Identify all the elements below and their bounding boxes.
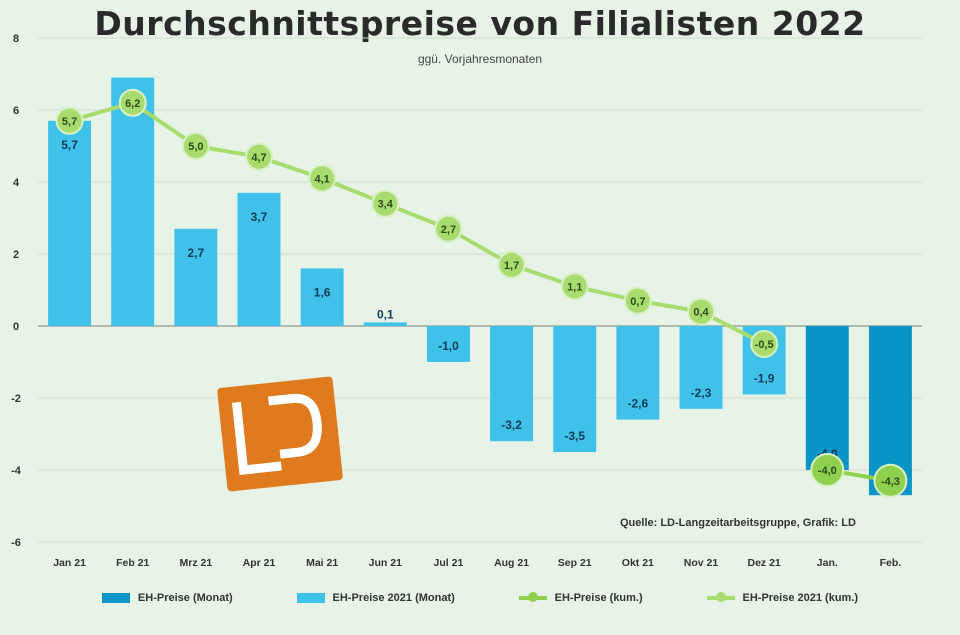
legend-item-line-2022: EH-Preise (kum.) xyxy=(518,592,643,604)
y-tick-label: 4 xyxy=(13,177,20,189)
line-value-label: 1,7 xyxy=(504,260,519,272)
line-point xyxy=(560,272,589,301)
bar xyxy=(300,268,344,326)
y-tick-label: -2 xyxy=(11,393,21,405)
bar xyxy=(426,326,470,362)
x-tick-label: Jul 21 xyxy=(434,557,464,569)
line-point xyxy=(55,106,84,135)
line-value-label: 1,1 xyxy=(567,281,582,293)
bar-value-label: 2,7 xyxy=(188,246,205,260)
x-tick-label: Mai 21 xyxy=(306,557,338,569)
y-tick-label: 2 xyxy=(13,249,19,261)
bar-value-label: -3,5 xyxy=(564,429,585,443)
bar-value-label: -1,9 xyxy=(754,371,775,385)
line-point xyxy=(118,88,147,117)
legend-label: EH-Preise (Monat) xyxy=(137,592,233,604)
bar-value-label: 1,6 xyxy=(314,285,331,299)
bar xyxy=(679,326,723,409)
bar xyxy=(553,326,597,452)
bar-value-label: -3,2 xyxy=(501,418,522,432)
bar xyxy=(48,120,92,326)
chart-legend: EH-Preise (Monat) EH-Preise 2021 (Monat)… xyxy=(0,592,960,604)
bar xyxy=(616,326,660,420)
bar-value-label: -2,3 xyxy=(691,386,712,400)
bar xyxy=(490,326,534,442)
chart-subtitle: ggü. Vorjahresmonaten xyxy=(417,52,543,66)
y-tick-label: 0 xyxy=(13,321,19,333)
x-tick-label: Apr 21 xyxy=(243,557,276,569)
legend-swatch xyxy=(706,592,735,602)
line-value-label: -4,0 xyxy=(818,465,837,477)
chart-source: Quelle: LD-Langzeitarbeitsgruppe, Grafik… xyxy=(620,517,856,529)
line-point xyxy=(810,453,845,487)
x-tick-label: Jan 21 xyxy=(53,557,86,569)
line-point xyxy=(181,132,210,160)
bar-value-label: 0,1 xyxy=(377,307,394,321)
line-value-label: -0,5 xyxy=(755,339,774,351)
legend-label: EH-Preise 2021 (Monat) xyxy=(332,592,455,604)
chart-title: Durchschnittspreise von Filialisten 2022 xyxy=(94,4,866,43)
x-tick-label: Jan. xyxy=(817,557,838,569)
y-tick-label: 6 xyxy=(13,105,19,117)
line-point xyxy=(873,463,908,498)
bar xyxy=(111,77,155,326)
line-point xyxy=(687,297,715,326)
line-value-label: 4,7 xyxy=(251,152,266,164)
x-tick-label: Nov 21 xyxy=(684,557,719,569)
line-point xyxy=(497,250,526,279)
line-value-label: 3,4 xyxy=(378,199,394,211)
legend-swatch xyxy=(101,593,130,603)
line-value-label: 5,0 xyxy=(188,141,203,153)
bar-value-label: 5,7 xyxy=(61,138,78,152)
x-tick-label: Sep 21 xyxy=(558,557,592,569)
legend-label: EH-Preise (kum.) xyxy=(554,592,643,604)
x-tick-label: Jun 21 xyxy=(369,557,402,569)
x-tick-label: Feb. xyxy=(880,557,902,569)
bar-value-label: -1,0 xyxy=(438,339,459,353)
legend-item-bar-2022: EH-Preise (Monat) xyxy=(101,592,233,604)
y-tick-label: 8 xyxy=(13,33,19,45)
line-value-label: 5,7 xyxy=(62,116,77,128)
bar xyxy=(805,326,849,470)
legend-label: EH-Preise 2021 (kum.) xyxy=(742,592,859,604)
x-tick-label: Aug 21 xyxy=(494,557,529,569)
bar xyxy=(174,228,218,326)
legend-swatch xyxy=(518,592,547,602)
legend-item-line-2021: EH-Preise 2021 (kum.) xyxy=(706,592,859,604)
line-value-label: 6,2 xyxy=(125,98,140,110)
chart-plot: -6 -4 -2 0 2 4 6 8 Jan 21 Feb 21 Mrz 21 Apr 21 Mai 2… xyxy=(11,33,922,569)
bar-value-label: 3,7 xyxy=(251,210,268,224)
bar xyxy=(363,322,407,326)
line-value-label: 0,7 xyxy=(630,296,645,308)
series-line xyxy=(69,100,766,346)
legend-swatch xyxy=(296,593,325,603)
line-value-label: -4,3 xyxy=(881,476,900,488)
line-value-label: 4,1 xyxy=(314,173,329,185)
line-point xyxy=(371,189,400,218)
bar-value-label: -2,6 xyxy=(628,397,649,411)
x-tick-label: Okt 21 xyxy=(622,557,654,569)
line-point xyxy=(434,214,463,243)
line-point xyxy=(623,286,652,315)
x-tick-label: Feb 21 xyxy=(116,557,149,569)
line-point xyxy=(308,164,337,193)
x-tick-label: Mrz 21 xyxy=(180,557,213,569)
legend-item-bar-2021: EH-Preise 2021 (Monat) xyxy=(296,592,455,604)
line-value-label: 2,7 xyxy=(441,224,456,236)
bar xyxy=(237,192,281,326)
line-point xyxy=(750,330,779,358)
y-tick-label: -4 xyxy=(11,465,22,477)
line-value-label: 0,4 xyxy=(693,307,709,319)
x-tick-label: Dez 21 xyxy=(748,557,781,569)
ld-logo-icon xyxy=(217,376,343,492)
line-point xyxy=(245,142,273,171)
y-tick-label: -6 xyxy=(11,537,21,549)
